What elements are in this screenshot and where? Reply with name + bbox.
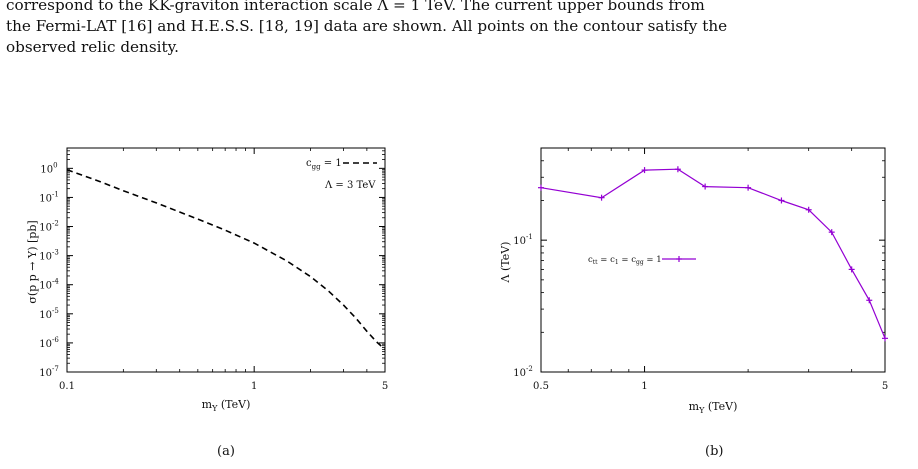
chart-b-point xyxy=(848,266,855,273)
chart-b-frame xyxy=(540,147,886,373)
subfigure-label-b: (b) xyxy=(705,444,724,459)
chart-a-xlabel: mY (TeV) xyxy=(202,398,251,413)
chart-b-point xyxy=(805,206,812,213)
chart-b-xlabel: mY (TeV) xyxy=(689,400,738,415)
chart-a-ytick-label: 10-7 xyxy=(39,365,59,379)
chart-a-ytick-label: 10-3 xyxy=(39,249,59,263)
chart-b-point xyxy=(674,166,681,173)
chart-a-ytick-label: 10-5 xyxy=(39,307,59,321)
chart-a-series-line xyxy=(66,168,386,350)
chart-b-xtick-label: 1 xyxy=(641,381,647,392)
chart-b-xtick-label: 5 xyxy=(882,381,888,392)
chart-a-ytick-label: 10-6 xyxy=(39,336,59,350)
chart-b-point xyxy=(778,197,785,204)
chart-b-point xyxy=(641,167,648,174)
chart-b-point xyxy=(828,229,835,236)
chart-a-ticks: 0.1 1 5 10-7 10-6 10-5 10-4 10-3 10-2 10-1 100 xyxy=(39,148,388,392)
chart-b-points xyxy=(538,166,888,342)
chart-b-legend-label: ctt = c1 = cgg = 1 xyxy=(588,255,662,266)
chart-a-xtick-label: 1 xyxy=(251,381,257,392)
chart-b-ytick-label: 10-1 xyxy=(513,233,533,247)
chart-b-point xyxy=(745,184,752,191)
chart-b-ylabel: Λ (TeV) xyxy=(499,242,512,284)
chart-b-point xyxy=(866,297,873,304)
figure-caption: correspond to the KK-graviton interactio… xyxy=(6,0,912,58)
chart-a-ytick-label: 100 xyxy=(40,161,57,175)
chart-b-xtick-label: 0.5 xyxy=(533,381,549,392)
chart-a-annotation: Λ = 3 TeV xyxy=(324,180,376,191)
chart-a-ytick-label: 10-2 xyxy=(39,220,59,234)
chart-a-ytick-label: 10-1 xyxy=(39,190,59,204)
chart-a-xtick-label: 5 xyxy=(382,381,388,392)
chart-b-point xyxy=(702,183,709,190)
caption-line-1: correspond to the KK-graviton interactio… xyxy=(6,0,705,14)
chart-a-legend-label: cgg = 1 xyxy=(306,158,342,171)
caption-line-3: observed relic density. xyxy=(6,38,179,56)
chart-a: 0.1 1 5 10-7 10-6 10-5 10-4 10-3 10-2 10-1 100 cgg… xyxy=(26,147,388,413)
chart-b-point xyxy=(598,194,605,201)
chart-a-points xyxy=(67,170,385,350)
chart-b-ticks: 0.5 1 5 10-2 10-1 xyxy=(513,148,888,392)
chart-b-point xyxy=(538,184,544,191)
chart-b-legend-marker xyxy=(676,256,682,262)
chart-a-ylabel: σ(p p → Y) [pb] xyxy=(26,220,39,303)
chart-b-ytick-label: 10-2 xyxy=(513,365,533,379)
chart-a-xtick-label: 0.1 xyxy=(59,381,75,392)
chart-b-point xyxy=(882,335,888,342)
chart-b-series-line xyxy=(540,168,886,339)
chart-b: 0.5 1 5 10-2 10-1 ctt = c1 = cgg = 1 mY (TeV… xyxy=(499,147,888,415)
caption-line-2: the Fermi-LAT [16] and H.E.S.S. [18, 19]… xyxy=(6,17,728,35)
chart-a-ytick-label: 10-4 xyxy=(39,278,59,292)
subfigure-label-a: (a) xyxy=(217,444,235,459)
